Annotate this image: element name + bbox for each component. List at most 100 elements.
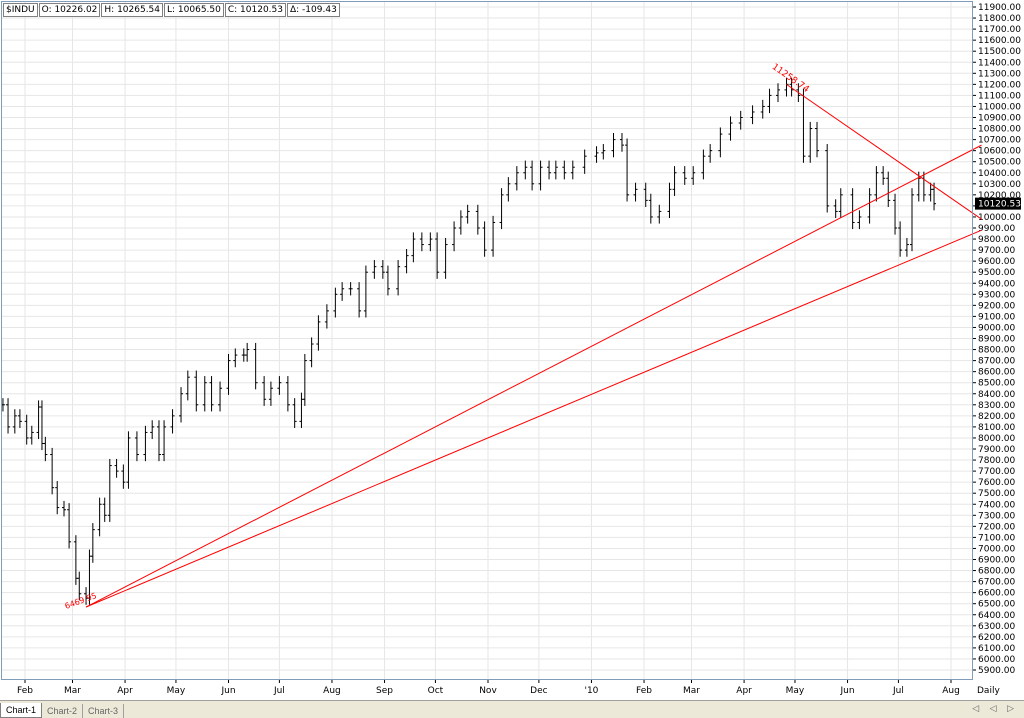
y-tick-label: 11600.00: [978, 36, 1021, 46]
y-tick-label: 6400.00: [978, 611, 1015, 621]
y-tick-label: 7500.00: [978, 489, 1015, 499]
y-tick-label: 8800.00: [978, 346, 1015, 356]
y-tick-label: 11000.00: [978, 102, 1021, 112]
y-tick-label: 10300.00: [978, 180, 1021, 190]
low-value: L: 10065.50: [164, 3, 224, 17]
y-tick-label: 10900.00: [978, 114, 1021, 124]
x-tick-label: Mar: [64, 686, 81, 696]
y-tick-label: 8200.00: [978, 412, 1015, 422]
y-tick-label: 11200.00: [978, 80, 1021, 90]
x-tick-label: Apr: [736, 686, 752, 696]
y-tick-label: 7900.00: [978, 445, 1015, 455]
y-tick-label: 6600.00: [978, 589, 1015, 599]
open-value: O: 10226.02: [38, 3, 101, 17]
x-tick-label: Jul: [273, 686, 285, 696]
y-tick-label: 6800.00: [978, 567, 1015, 577]
y-tick-label: 11500.00: [978, 47, 1021, 57]
y-tick-label: 8900.00: [978, 335, 1015, 345]
y-tick-label: 9600.00: [978, 257, 1015, 267]
chart-tab-bar: Chart-1 Chart-2 Chart-3 ◁ ◁ ▷: [0, 700, 1024, 718]
y-tick-label: 9900.00: [978, 224, 1015, 234]
y-tick-label: 7700.00: [978, 467, 1015, 477]
tab-chart-1[interactable]: Chart-1: [0, 703, 43, 718]
x-tick-label: Jul: [892, 686, 904, 696]
y-tick-label: 9500.00: [978, 268, 1015, 278]
trendline: [85, 229, 982, 608]
y-tick-label: 6200.00: [978, 633, 1015, 643]
x-tick-label: Oct: [428, 686, 444, 696]
tab-chart-2[interactable]: Chart-2: [42, 704, 84, 718]
symbol-label: $INDU: [3, 3, 38, 17]
x-tick-label: Feb: [636, 686, 652, 696]
last-price-label: 10120.53: [978, 200, 1021, 210]
last-price-badge: [975, 197, 1021, 210]
high-annotation: 11258.74: [770, 62, 811, 95]
high-value: H: 10265.54: [101, 3, 164, 17]
y-tick-label: 10600.00: [978, 147, 1021, 157]
x-tick-label: Feb: [17, 686, 33, 696]
y-tick-label: 9400.00: [978, 279, 1015, 289]
y-tick-label: 5900.00: [978, 666, 1015, 676]
x-tick-label: Aug: [323, 686, 341, 696]
y-tick-label: 8500.00: [978, 379, 1015, 389]
y-tick-label: 11900.00: [978, 3, 1021, 13]
y-tick-label: 10800.00: [978, 125, 1021, 135]
y-tick-label: 6100.00: [978, 644, 1015, 654]
y-tick-label: 7300.00: [978, 511, 1015, 521]
y-tick-label: 9100.00: [978, 312, 1015, 322]
tab-chart-3[interactable]: Chart-3: [83, 704, 125, 718]
y-tick-label: 8000.00: [978, 434, 1015, 444]
y-tick-label: 7100.00: [978, 533, 1015, 543]
y-tick-label: 8400.00: [978, 390, 1015, 400]
y-tick-label: 10700.00: [978, 136, 1021, 146]
y-tick-label: 6900.00: [978, 556, 1015, 566]
y-tick-label: 9700.00: [978, 246, 1015, 256]
x-tick-label: Jun: [220, 686, 235, 696]
y-tick-label: 6500.00: [978, 600, 1015, 610]
change-value: Δ: -109.43: [287, 3, 340, 17]
y-tick-label: 11300.00: [978, 69, 1021, 79]
x-tick-label: May: [167, 686, 186, 696]
y-tick-label: 8300.00: [978, 401, 1015, 411]
x-tick-label: Aug: [942, 686, 960, 696]
y-tick-label: 9000.00: [978, 323, 1015, 333]
x-tick-label: Mar: [683, 686, 700, 696]
y-tick-label: 10400.00: [978, 169, 1021, 179]
x-tick-label: Dec: [530, 686, 547, 696]
y-tick-label: 8700.00: [978, 357, 1015, 367]
y-tick-label: 8100.00: [978, 423, 1015, 433]
y-tick-label: 6300.00: [978, 622, 1015, 632]
y-tick-label: 7200.00: [978, 522, 1015, 532]
y-tick-label: 7800.00: [978, 456, 1015, 466]
y-tick-label: 7000.00: [978, 544, 1015, 554]
x-tick-label: Nov: [479, 686, 497, 696]
y-tick-label: 10500.00: [978, 158, 1021, 168]
y-tick-label: 11800.00: [978, 14, 1021, 24]
y-tick-label: 9200.00: [978, 301, 1015, 311]
chart-panel[interactable]: 11900.00 11800.00 11700.00 11600.00 11500.00…: [0, 0, 1024, 700]
y-tick-label: 7400.00: [978, 500, 1015, 510]
y-tick-label: 11400.00: [978, 58, 1021, 68]
periodicity-label: Daily: [977, 686, 1000, 696]
close-value: C: 10120.53: [224, 3, 286, 17]
y-tick-label: 7600.00: [978, 478, 1015, 488]
trendline: [85, 144, 982, 608]
price-chart[interactable]: 11900.0011800.0011700.0011600.0011500.00…: [0, 0, 1024, 700]
trendline: [786, 83, 982, 220]
y-tick-label: 6700.00: [978, 578, 1015, 588]
y-tick-label: 11700.00: [978, 25, 1021, 35]
y-tick-label: 8600.00: [978, 368, 1015, 378]
y-tick-label: 9800.00: [978, 235, 1015, 245]
y-tick-label: 10200.00: [978, 191, 1021, 201]
ohlc-readout: $INDU O: 10226.02 H: 10265.54 L: 10065.5…: [3, 3, 340, 17]
y-tick-label: 10000.00: [978, 213, 1021, 223]
x-tick-label: May: [786, 686, 805, 696]
x-tick-label: '10: [584, 686, 598, 696]
x-tick-label: Apr: [117, 686, 133, 696]
y-tick-label: 11100.00: [978, 91, 1021, 101]
x-tick-label: Sep: [376, 686, 393, 696]
tab-navigation-arrows[interactable]: ◁ ◁ ▷: [972, 703, 1018, 713]
y-tick-label: 9300.00: [978, 290, 1015, 300]
x-tick-label: Jun: [840, 686, 855, 696]
y-tick-label: 6000.00: [978, 655, 1015, 665]
